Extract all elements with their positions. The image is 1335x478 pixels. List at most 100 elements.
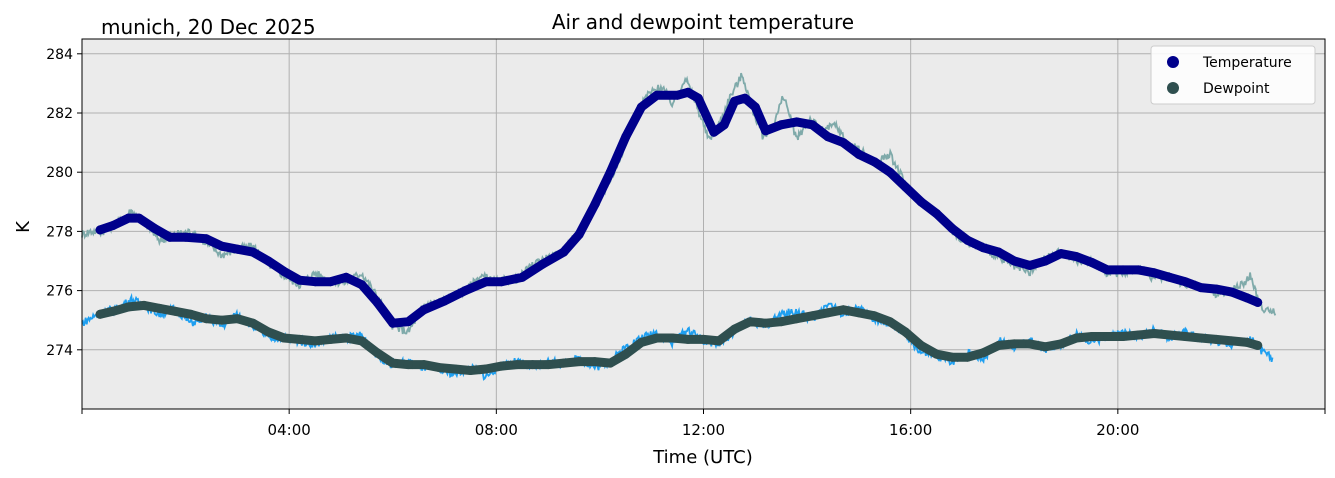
- temperature-point: [217, 241, 227, 251]
- temperature-point: [709, 127, 719, 137]
- temperature-point: [916, 197, 926, 207]
- temperature-point: [1087, 258, 1097, 267]
- dewpoint-point: [357, 336, 367, 346]
- dewpoint-point: [963, 352, 973, 362]
- temperature-point: [497, 277, 506, 287]
- x-tick-label: 20:00: [1096, 421, 1139, 439]
- temperature-point: [730, 96, 740, 106]
- dewpoint-point: [590, 357, 600, 367]
- temperature-point: [559, 247, 569, 257]
- dewpoint-point: [512, 360, 522, 370]
- temperature-point: [388, 318, 398, 328]
- dewpoint-point: [916, 340, 926, 350]
- dewpoint-point: [714, 336, 724, 346]
- temperature-point: [994, 247, 1004, 257]
- temperature-point: [403, 317, 413, 327]
- dewpoint-point: [621, 349, 631, 359]
- y-axis-label: K: [13, 220, 34, 233]
- temperature-point: [419, 305, 429, 315]
- dewpoint-point: [263, 327, 273, 337]
- temperature-point: [181, 232, 191, 242]
- temperature-point: [1056, 249, 1066, 259]
- temperature-point: [357, 280, 367, 290]
- dewpoint-point: [1149, 329, 1159, 338]
- temperature-point: [538, 259, 548, 269]
- dewpoint-point: [761, 318, 771, 328]
- dewpoint-point: [792, 314, 802, 324]
- dewpoint-point: [1211, 334, 1221, 344]
- temperature-point: [201, 234, 211, 244]
- temperature-point: [932, 209, 942, 219]
- temperature-point: [1253, 297, 1263, 307]
- dewpoint-point: [885, 317, 895, 327]
- temperature-point: [517, 272, 527, 282]
- dewpoint-point: [994, 340, 1004, 350]
- dewpoint-point: [699, 334, 708, 344]
- dewpoint-point: [388, 358, 398, 368]
- smoothed-series-layer: [95, 87, 1263, 375]
- temperature-point: [885, 167, 895, 177]
- temperature-point: [279, 266, 289, 276]
- temperature-point: [683, 87, 693, 97]
- dewpoint-point: [1087, 332, 1097, 341]
- dewpoint-point: [605, 358, 615, 368]
- dewpoint-point: [1040, 342, 1050, 352]
- x-axis-label: Time (UTC): [652, 447, 753, 468]
- dewpoint-point: [1253, 340, 1263, 350]
- legend-label-dewpoint: Dewpoint: [1203, 81, 1270, 97]
- dewpoint-point: [1009, 339, 1019, 349]
- temperature-point: [1196, 283, 1206, 293]
- dewpoint-point: [1180, 332, 1190, 341]
- x-tick-label: 04:00: [268, 421, 311, 439]
- dewpoint-point: [450, 364, 460, 374]
- dewpoint-point: [217, 315, 227, 325]
- dewpoint-point: [497, 361, 506, 371]
- chart-title: Air and dewpoint temperature: [552, 10, 854, 34]
- dewpoint-point: [807, 311, 817, 321]
- x-tick-label: 12:00: [682, 421, 725, 439]
- dewpoint-point: [95, 309, 105, 319]
- dewpoint-point: [1134, 330, 1143, 340]
- y-tick-label: 274: [46, 343, 73, 359]
- legend-marker-dewpoint: [1167, 82, 1179, 94]
- temperature-point: [326, 277, 336, 287]
- temperature-point: [605, 167, 615, 177]
- dewpoint-point: [1103, 332, 1112, 341]
- y-tick-label: 282: [46, 106, 73, 122]
- dewpoint-point: [279, 333, 289, 343]
- temperature-point: [1134, 265, 1143, 275]
- dewpoint-point: [434, 363, 444, 373]
- temperature-point: [673, 90, 683, 100]
- dewpoint-point: [823, 308, 833, 318]
- y-tick-label: 284: [46, 47, 73, 63]
- dewpoint-point: [201, 314, 211, 324]
- dewpoint-point: [124, 302, 134, 312]
- dewpoint-smoothed-line: [95, 300, 1263, 375]
- dewpoint-point: [978, 348, 988, 358]
- dewpoint-point: [295, 334, 304, 344]
- axis-ticks: 04:00 08:00 12:00 16:00 20:00 274 276 278 280 282…: [46, 47, 1326, 439]
- dewpoint-point: [776, 317, 786, 327]
- temperature-point: [1040, 256, 1050, 266]
- dewpoint-point: [232, 314, 242, 324]
- temperature-point: [792, 117, 802, 127]
- dewpoint-point: [838, 305, 848, 315]
- temperature-point: [869, 157, 879, 167]
- dewpoint-point: [543, 360, 553, 370]
- dewpoint-point: [1118, 332, 1128, 341]
- temperature-point: [1227, 287, 1237, 297]
- temperature-point: [978, 243, 988, 253]
- temperature-point: [1071, 252, 1081, 262]
- temperature-point: [263, 256, 273, 266]
- dewpoint-point: [574, 357, 584, 367]
- temperature-point: [440, 296, 449, 306]
- y-tick-label: 278: [46, 224, 73, 240]
- legend-box: [1150, 45, 1316, 105]
- temperature-point: [636, 102, 646, 112]
- dewpoint-point: [854, 308, 864, 318]
- dewpoint-point: [1165, 330, 1175, 340]
- temperature-point: [481, 277, 491, 287]
- temperature-point: [295, 275, 304, 285]
- temperature-point: [761, 126, 771, 136]
